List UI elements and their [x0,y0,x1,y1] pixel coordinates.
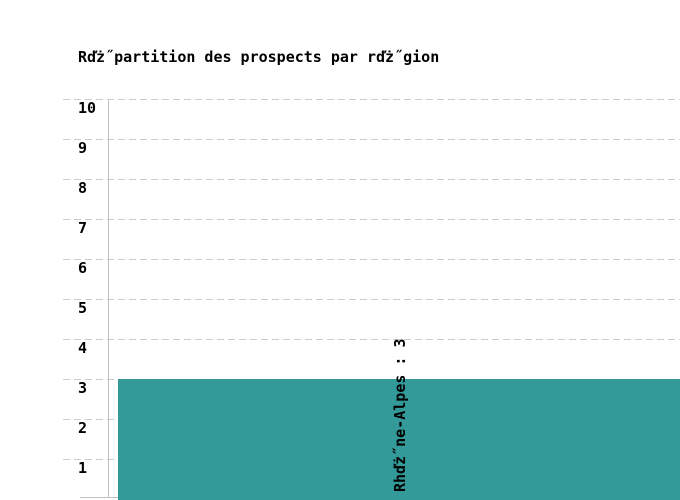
y-axis-tick-label: 4 [78,341,87,356]
bar-chart: Rďż˝partition des prospects par rďż˝gion… [0,0,680,500]
gridline [63,339,680,340]
gridline [63,139,680,140]
gridline [63,259,680,260]
y-axis-tick-label: 9 [78,141,87,156]
y-axis-tick-label: 5 [78,301,87,316]
y-axis-tick-label: 7 [78,221,87,236]
gridline [63,299,680,300]
gridline [63,219,680,220]
y-axis-line [108,100,109,498]
chart-title: Rďż˝partition des prospects par rďż˝gion [78,49,439,65]
y-axis-tick-label: 8 [78,181,87,196]
bar-value-label: Rhďż˝ne-Alpes : 3 [391,338,409,492]
gridline [63,99,680,100]
y-axis-tick-label: 6 [78,261,87,276]
gridline [63,179,680,180]
y-axis-tick-label: 3 [78,381,87,396]
y-axis-tick-label: 1 [78,461,87,476]
y-axis-tick-label: 10 [78,101,96,116]
y-axis-tick-label: 2 [78,421,87,436]
